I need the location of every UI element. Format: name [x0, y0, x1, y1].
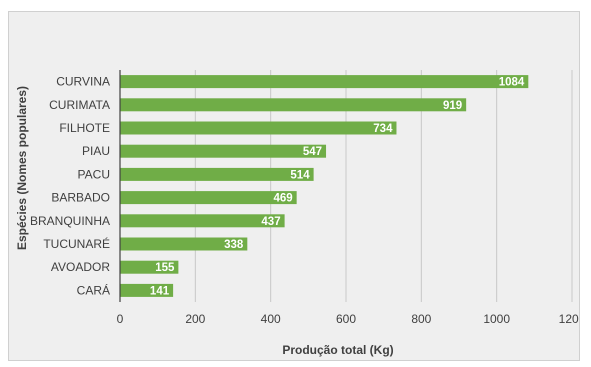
x-tick-label: 800 — [411, 312, 431, 326]
category-label: CURIMATA — [49, 98, 110, 112]
data-label: 155 — [155, 262, 175, 274]
category-label: BRANQUINHA — [30, 214, 110, 228]
data-label: 514 — [290, 169, 310, 181]
x-tick-label: 200 — [185, 312, 205, 326]
x-tick-label: 400 — [261, 312, 281, 326]
bar — [120, 214, 285, 228]
bar — [120, 121, 397, 135]
category-label: BARBADO — [51, 191, 110, 205]
y-axis-title: Espécies (Nomes populares) — [15, 86, 29, 250]
x-axis-title: Produção total (Kg) — [282, 343, 393, 357]
chart-frame: 0 200 400 600 800 1000 1200 CURVINA 1084 CURIMATA… — [8, 11, 580, 361]
bar — [120, 260, 179, 274]
data-label: 338 — [224, 239, 244, 251]
data-label: 547 — [303, 146, 322, 158]
bar — [120, 75, 529, 89]
bar — [120, 167, 314, 181]
x-tick-label: 0 — [117, 312, 124, 326]
x-tick-label: 1200 — [559, 312, 579, 326]
bar — [120, 283, 174, 297]
x-tick-label: 600 — [336, 312, 356, 326]
data-label: 734 — [373, 123, 393, 135]
bar — [120, 98, 467, 112]
bar-chart: 0 200 400 600 800 1000 1200 CURVINA 1084 CURIMATA… — [15, 70, 579, 357]
data-label: 1084 — [499, 77, 525, 89]
category-label: TUCUNARÉ — [43, 236, 110, 251]
category-label: CARÁ — [77, 282, 110, 297]
bar — [120, 144, 327, 158]
category-label: AVOADOR — [51, 260, 110, 274]
category-label: CURVINA — [56, 75, 110, 89]
data-label: 919 — [443, 100, 462, 112]
data-label: 141 — [150, 285, 170, 297]
data-label: 437 — [261, 216, 280, 228]
bar — [120, 237, 248, 251]
category-label: FILHOTE — [59, 121, 110, 135]
category-label: PACU — [78, 167, 110, 181]
bar — [120, 191, 297, 205]
data-label: 469 — [273, 193, 292, 205]
category-label: PIAU — [82, 144, 110, 158]
x-tick-label: 1000 — [483, 312, 510, 326]
